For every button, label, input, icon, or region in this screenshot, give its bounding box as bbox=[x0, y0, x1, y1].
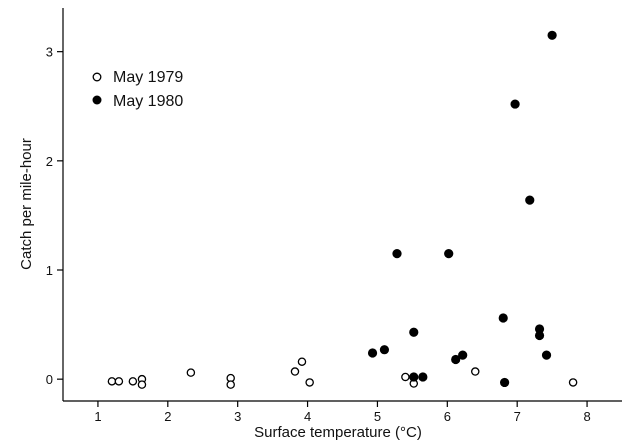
data-point-may-1979 bbox=[226, 380, 235, 389]
legend-label-may-1980: May 1980 bbox=[113, 93, 183, 110]
x-tick-label: 1 bbox=[94, 409, 101, 424]
x-tick-label: 7 bbox=[514, 409, 521, 424]
x-tick-label: 2 bbox=[164, 409, 171, 424]
x-tick-label: 3 bbox=[234, 409, 241, 424]
legend: May 1979 May 1980 bbox=[92, 69, 183, 110]
data-point-may-1979 bbox=[107, 377, 117, 386]
y-tick-label: 3 bbox=[46, 45, 53, 60]
y-tick-label: 0 bbox=[46, 372, 53, 387]
data-point-may-1980 bbox=[510, 99, 520, 109]
data-point-may-1979 bbox=[568, 378, 578, 387]
x-tick-label: 6 bbox=[444, 409, 451, 424]
legend-label-may-1979: May 1979 bbox=[113, 69, 183, 86]
x-tick-label: 4 bbox=[304, 409, 311, 424]
data-point-may-1980 bbox=[534, 330, 545, 341]
data-point-may-1980 bbox=[541, 350, 552, 360]
x-axis-label: Surface temperature (°C) bbox=[254, 424, 422, 441]
data-point-may-1980 bbox=[500, 377, 510, 388]
y-tick-label: 2 bbox=[46, 154, 53, 169]
data-point-may-1980 bbox=[367, 348, 378, 358]
data-point-may-1980 bbox=[444, 249, 454, 259]
data-point-may-1980 bbox=[451, 354, 461, 365]
data-point-may-1979 bbox=[290, 367, 300, 376]
data-point-may-1980 bbox=[379, 345, 390, 355]
data-point-may-1980 bbox=[547, 30, 557, 40]
data-point-may-1980 bbox=[409, 372, 419, 382]
data-point-may-1980 bbox=[409, 327, 419, 337]
data-point-may-1979 bbox=[305, 378, 314, 387]
data-point-may-1980 bbox=[458, 350, 468, 360]
x-tick-label: 5 bbox=[374, 409, 381, 424]
legend-filled-circle-marker bbox=[92, 95, 102, 105]
data-point-may-1980 bbox=[392, 249, 402, 259]
data-point-may-1979 bbox=[471, 367, 480, 376]
data-point-may-1979 bbox=[114, 377, 124, 386]
data-point-may-1980 bbox=[534, 324, 545, 334]
data-point-may-1980 bbox=[525, 195, 535, 205]
data-point-may-1980 bbox=[498, 313, 508, 323]
y-axis-label: Catch per mile-hour bbox=[18, 138, 35, 270]
y-tick-label: 1 bbox=[46, 263, 53, 278]
data-point-may-1980 bbox=[418, 372, 428, 382]
x-tick-label: 8 bbox=[583, 409, 590, 424]
data-point-may-1979 bbox=[128, 377, 138, 386]
data-point-may-1979 bbox=[186, 368, 196, 377]
axis-ticks: 1 2 3 4 5 6 7 8 0 1 2 3 bbox=[46, 45, 591, 424]
data-points bbox=[107, 30, 578, 389]
legend-open-circle-marker bbox=[92, 72, 102, 82]
data-point-may-1979 bbox=[137, 380, 147, 389]
data-point-may-1979 bbox=[401, 372, 410, 382]
data-point-may-1979 bbox=[297, 357, 307, 366]
